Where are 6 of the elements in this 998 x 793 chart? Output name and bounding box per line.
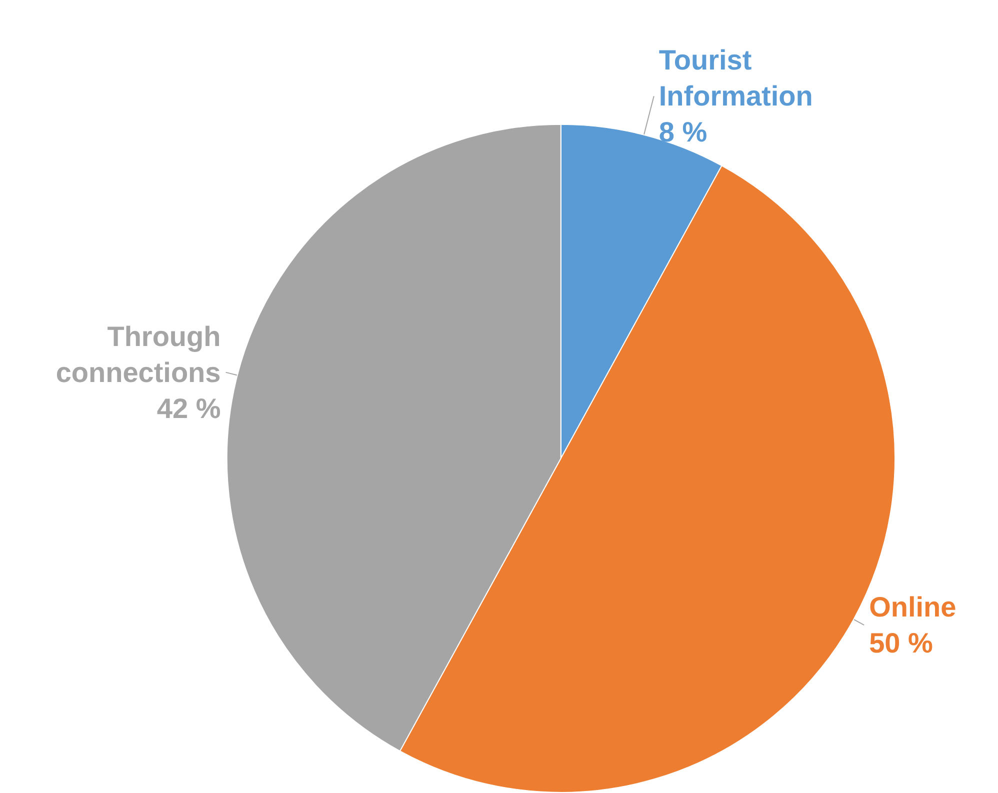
data-label: 42 % — [156, 392, 221, 424]
slice-label: Online — [869, 592, 956, 623]
data-label: 50 % — [869, 628, 933, 659]
slice-label: Through connections — [56, 320, 221, 388]
slice-label: Tourist Information — [658, 44, 813, 112]
data-label: 8 % — [658, 116, 708, 148]
